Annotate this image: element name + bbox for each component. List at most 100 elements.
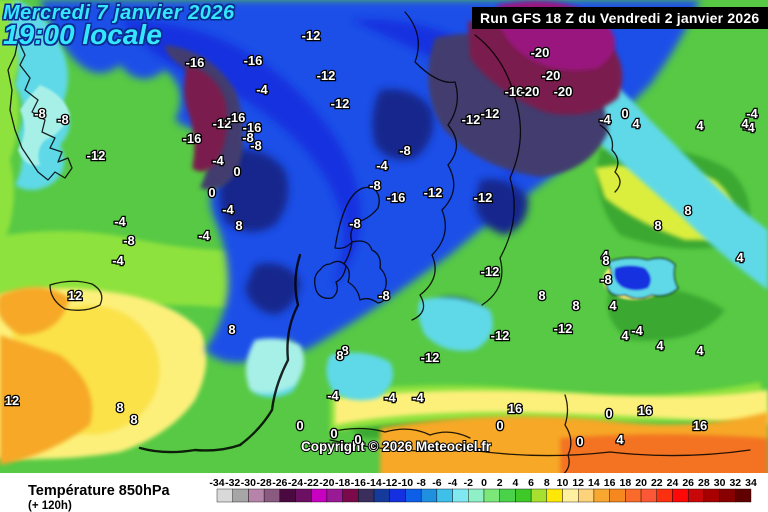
svg-text:-12: -12 — [554, 321, 573, 336]
svg-text:-4: -4 — [599, 112, 611, 127]
svg-text:-4: -4 — [384, 390, 396, 405]
svg-text:-28: -28 — [257, 477, 272, 489]
svg-text:8: 8 — [336, 348, 343, 363]
svg-text:2: 2 — [497, 477, 503, 489]
svg-text:28: 28 — [698, 477, 710, 489]
svg-text:-4: -4 — [212, 153, 224, 168]
svg-text:4: 4 — [741, 116, 749, 131]
svg-text:6: 6 — [528, 477, 534, 489]
svg-text:0: 0 — [330, 426, 337, 441]
svg-text:-22: -22 — [304, 477, 319, 489]
svg-text:16: 16 — [604, 477, 616, 489]
svg-text:4: 4 — [736, 250, 744, 265]
svg-text:10: 10 — [557, 477, 569, 489]
svg-text:-12: -12 — [302, 28, 321, 43]
svg-text:26: 26 — [682, 477, 694, 489]
svg-text:4: 4 — [616, 432, 624, 447]
svg-text:12: 12 — [68, 288, 82, 303]
svg-text:-12: -12 — [491, 328, 510, 343]
svg-text:-4: -4 — [376, 158, 388, 173]
svg-text:-4: -4 — [327, 388, 339, 403]
svg-text:8: 8 — [654, 218, 661, 233]
svg-text:0: 0 — [621, 106, 628, 121]
svg-text:16: 16 — [638, 403, 652, 418]
svg-text:-4: -4 — [448, 477, 457, 489]
svg-text:-8: -8 — [417, 477, 426, 489]
svg-text:0: 0 — [481, 477, 487, 489]
svg-text:20: 20 — [635, 477, 647, 489]
svg-text:30: 30 — [714, 477, 726, 489]
svg-text:16: 16 — [693, 418, 707, 433]
svg-text:Température 850hPa: Température 850hPa — [28, 483, 171, 499]
svg-text:-30: -30 — [241, 477, 256, 489]
svg-text:4: 4 — [696, 343, 704, 358]
svg-text:-20: -20 — [319, 477, 334, 489]
svg-text:-20: -20 — [521, 84, 540, 99]
svg-text:8: 8 — [684, 203, 691, 218]
svg-text:-16: -16 — [387, 190, 406, 205]
svg-text:-12: -12 — [481, 106, 500, 121]
svg-text:(+ 120h): (+ 120h) — [28, 500, 72, 512]
svg-text:-8: -8 — [34, 106, 46, 121]
svg-text:0: 0 — [496, 418, 503, 433]
svg-text:-32: -32 — [225, 477, 240, 489]
svg-text:-4: -4 — [631, 323, 643, 338]
svg-text:-12: -12 — [481, 264, 500, 279]
svg-text:-4: -4 — [198, 228, 210, 243]
svg-text:-12: -12 — [317, 68, 336, 83]
svg-text:-8: -8 — [349, 216, 361, 231]
svg-text:34: 34 — [745, 477, 757, 489]
svg-text:0: 0 — [208, 185, 215, 200]
svg-text:-16: -16 — [183, 131, 202, 146]
svg-text:22: 22 — [651, 477, 663, 489]
svg-text:-16: -16 — [244, 53, 263, 68]
svg-text:-8: -8 — [57, 112, 69, 127]
svg-text:-12: -12 — [382, 477, 397, 489]
svg-text:12: 12 — [5, 393, 19, 408]
svg-text:-18: -18 — [335, 477, 350, 489]
svg-text:0: 0 — [233, 164, 240, 179]
svg-text:-4: -4 — [114, 214, 126, 229]
svg-text:-10: -10 — [398, 477, 413, 489]
svg-text:-8: -8 — [123, 233, 135, 248]
svg-text:32: 32 — [729, 477, 741, 489]
svg-text:8: 8 — [602, 253, 609, 268]
svg-text:8: 8 — [544, 477, 550, 489]
svg-text:8: 8 — [116, 400, 123, 415]
svg-text:-12: -12 — [424, 185, 443, 200]
svg-text:8: 8 — [130, 412, 137, 427]
svg-text:4: 4 — [609, 298, 617, 313]
svg-text:8: 8 — [572, 298, 579, 313]
svg-text:0: 0 — [354, 432, 361, 447]
svg-text:-8: -8 — [250, 138, 262, 153]
svg-text:8: 8 — [235, 218, 242, 233]
svg-text:16: 16 — [508, 401, 522, 416]
svg-text:4: 4 — [696, 118, 704, 133]
svg-text:12: 12 — [572, 477, 584, 489]
svg-text:0: 0 — [605, 406, 612, 421]
svg-text:4: 4 — [632, 116, 640, 131]
svg-text:-34: -34 — [209, 477, 224, 489]
svg-text:-14: -14 — [367, 477, 382, 489]
svg-text:18: 18 — [620, 477, 632, 489]
svg-text:-4: -4 — [256, 82, 268, 97]
svg-text:-12: -12 — [462, 112, 481, 127]
svg-text:4: 4 — [656, 338, 664, 353]
svg-text:0: 0 — [576, 434, 583, 449]
svg-text:-2: -2 — [464, 477, 473, 489]
svg-text:-12: -12 — [331, 96, 350, 111]
svg-text:14: 14 — [588, 477, 600, 489]
svg-text:-26: -26 — [272, 477, 287, 489]
svg-text:-12: -12 — [474, 190, 493, 205]
svg-text:Copyright © 2026 Meteociel.fr: Copyright © 2026 Meteociel.fr — [301, 439, 492, 454]
svg-text:-16: -16 — [351, 477, 366, 489]
svg-text:-8: -8 — [369, 178, 381, 193]
svg-text:-4: -4 — [222, 202, 234, 217]
svg-text:24: 24 — [667, 477, 679, 489]
svg-text:-8: -8 — [378, 288, 390, 303]
svg-text:-20: -20 — [542, 68, 561, 83]
svg-text:-6: -6 — [432, 477, 441, 489]
svg-text:-12: -12 — [421, 350, 440, 365]
svg-text:-24: -24 — [288, 477, 303, 489]
svg-text:-8: -8 — [399, 143, 411, 158]
